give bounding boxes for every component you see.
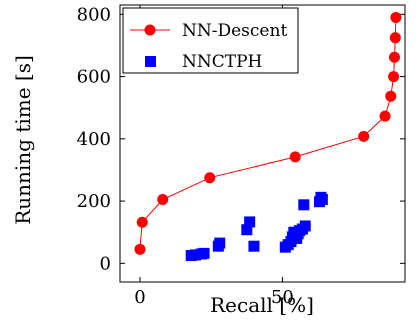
nnctph-point — [316, 194, 328, 206]
nnctph-point — [298, 199, 310, 211]
y-tick-label: 600 — [77, 67, 111, 88]
nn-descent-point — [390, 11, 402, 23]
nnctph-point — [248, 240, 260, 252]
x-axis-label: Recall [%] — [210, 293, 314, 317]
nnctph-point — [198, 247, 210, 259]
y-tick-label: 800 — [77, 4, 111, 25]
nn-descent-point — [358, 130, 370, 142]
nnctph-point — [190, 249, 202, 261]
legend-marker-nnctph — [145, 56, 156, 67]
y-tick-label: 200 — [77, 191, 111, 212]
y-tick-label: 0 — [100, 253, 111, 274]
nn-descent-point — [157, 194, 169, 206]
nn-descent-point — [388, 51, 400, 63]
nnctph-point — [241, 224, 253, 236]
plot-frame — [119, 4, 406, 283]
legend-marker-nn-descent — [144, 24, 156, 36]
nnctph-point — [244, 216, 256, 228]
nn-descent-point — [204, 172, 216, 184]
nn-descent-point — [385, 90, 397, 102]
nn-descent-point — [388, 71, 400, 83]
x-tick-label: 0 — [134, 287, 145, 308]
nn-descent-point — [136, 216, 148, 228]
nn-descent-point — [289, 151, 301, 163]
legend-label-nnctph: NNCTPH — [182, 52, 262, 72]
nn-descent-point — [134, 243, 146, 255]
nnctph-point — [299, 220, 311, 232]
chart-marks — [134, 11, 402, 262]
y-axis-label: Running time [s] — [11, 55, 35, 225]
nnctph-point — [214, 237, 226, 249]
axis-ticks: 0 200 400 600 800 0 50 — [77, 4, 405, 308]
nn-descent-point — [389, 32, 401, 44]
nn-descent-point — [379, 110, 391, 122]
x-tick-label: 50 — [271, 287, 294, 308]
legend-label-nn-descent: NN-Descent — [182, 21, 287, 41]
y-tick-label: 400 — [77, 129, 111, 150]
legend: NN-Descent NNCTPH — [122, 7, 299, 74]
